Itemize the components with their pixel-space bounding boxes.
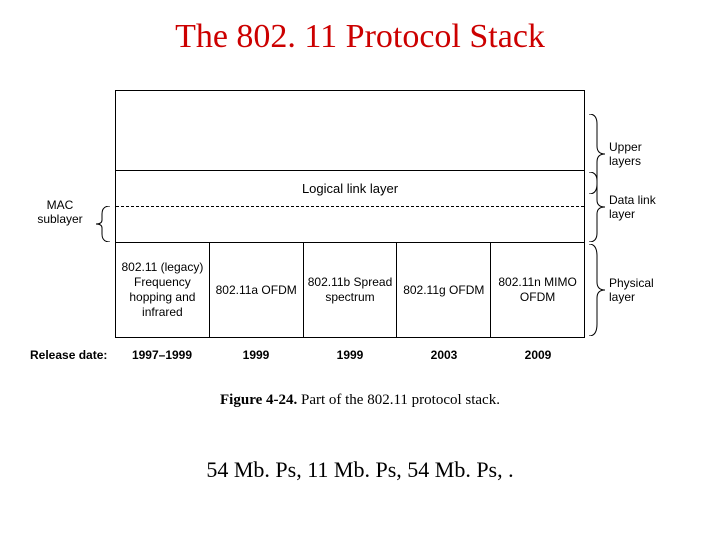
logical-link-label: Logical link layer <box>302 181 398 196</box>
right-brace-icon <box>589 172 607 242</box>
phy-cell: 802.11b Spread spectrum <box>304 243 398 337</box>
left-brace-icon <box>92 206 112 242</box>
stack-box: Logical link layer 802.11 (legacy) Frequ… <box>115 90 585 338</box>
phy-cell: 802.11a OFDM <box>210 243 304 337</box>
release-date: 2009 <box>491 348 585 362</box>
mac-sublayer-box <box>116 207 584 243</box>
release-date: 1997–1999 <box>115 348 209 362</box>
phy-cell: 802.11 (legacy) Frequency hopping and in… <box>116 243 210 337</box>
right-annotation-column: Upper layers Data link layer Physical la… <box>585 90 690 338</box>
logical-link-box: Logical link layer <box>116 171 584 207</box>
figure-text: Part of the 802.11 protocol stack. <box>301 392 500 408</box>
protocol-stack-diagram: MAC sublayer Logical link layer 802.11 (… <box>30 90 690 483</box>
right-brace-icon <box>589 244 607 336</box>
release-date: 1999 <box>303 348 397 362</box>
physical-layer-row: 802.11 (legacy) Frequency hopping and in… <box>116 243 584 337</box>
mac-sublayer-label: MAC sublayer <box>30 198 90 227</box>
figure-caption: Figure 4-24. Part of the 802.11 protocol… <box>30 392 690 409</box>
upper-layers-box <box>116 91 584 171</box>
data-link-layer-label: Data link layer <box>609 193 663 222</box>
release-date-row: Release date: 1997–1999 1999 1999 2003 2… <box>30 348 690 362</box>
page-title: The 802. 11 Protocol Stack <box>0 18 720 56</box>
release-date-label: Release date: <box>30 348 115 362</box>
physical-layer-label: Physical layer <box>609 276 663 305</box>
upper-layers-label: Upper layers <box>609 140 663 169</box>
phy-cell: 802.11g OFDM <box>397 243 491 337</box>
figure-number: Figure 4-24. <box>220 392 297 408</box>
release-date: 2003 <box>397 348 491 362</box>
release-date: 1999 <box>209 348 303 362</box>
left-annotation-column: MAC sublayer <box>30 90 115 338</box>
phy-cell: 802.11n MIMO OFDM <box>491 243 584 337</box>
bottom-text: 54 Mb. Ps, 11 Mb. Ps, 54 Mb. Ps, . <box>30 457 690 483</box>
